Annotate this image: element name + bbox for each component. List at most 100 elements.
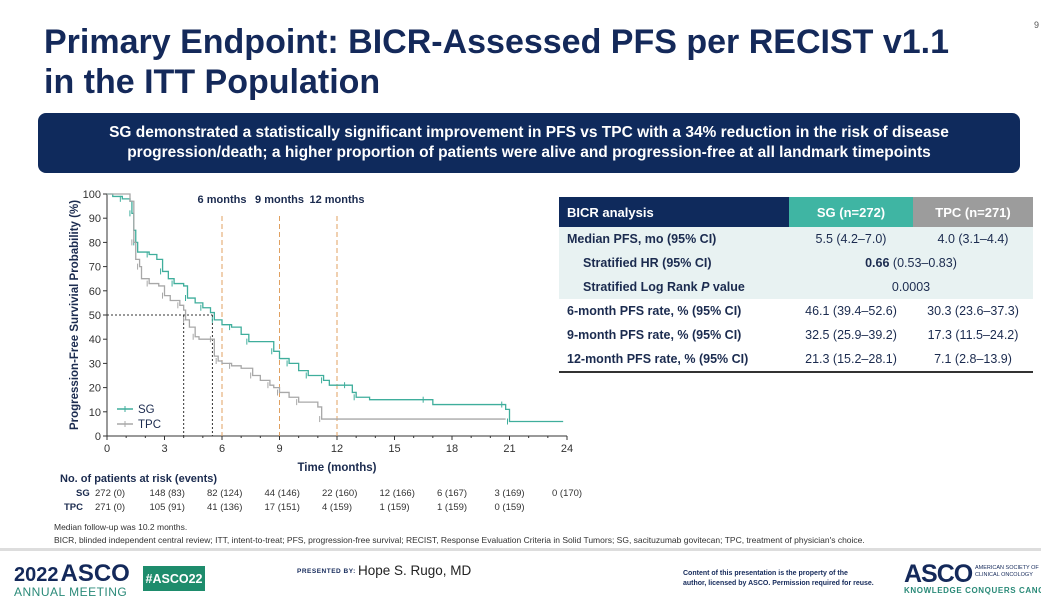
risk-value: 1 (159) (379, 502, 410, 513)
pval-label: Stratified Log Rank P value (559, 275, 789, 299)
header-bicr: BICR analysis (559, 197, 789, 227)
median-sg: 5.5 (4.2–7.0) (789, 227, 913, 251)
risk-value: 6 (167) (437, 488, 468, 499)
presented-by-label: PRESENTED BY: (297, 568, 356, 575)
rate-sg: 46.1 (39.4–52.6) (805, 304, 897, 318)
hr-ci: (0.53–0.83) (889, 256, 957, 270)
rate-label: 12-month PFS rate, % (95% CI) (559, 347, 789, 373)
title-line-2: in the ITT Population (44, 63, 381, 101)
risk-value: 148 (83) (149, 488, 185, 499)
header-tpc: TPC (n=271) (913, 197, 1033, 227)
y-tick-label: 50 (89, 310, 101, 322)
pval-label-italic: P (701, 280, 710, 294)
y-tick-label: 90 (89, 213, 101, 225)
footer-divider (0, 548, 1041, 551)
table-row: 9-month PFS rate, % (95% CI) 32.5 (25.9–… (559, 323, 1033, 347)
pval-value: 0.0003 (789, 275, 1033, 299)
y-tick-label: 60 (89, 286, 101, 298)
rate-sg: 32.5 (25.9–39.2) (805, 328, 897, 342)
table-row: 12-month PFS rate, % (95% CI) 21.3 (15.2… (559, 347, 1033, 373)
copyright-notice: Content of this presentation is the prop… (683, 569, 874, 589)
table-header-row: BICR analysis SG (n=272) TPC (n=271) (559, 197, 1033, 227)
pval-label-post: value (709, 280, 745, 294)
asco-society-line-1: AMERICAN SOCIETY OF (975, 565, 1039, 571)
rate-sg: 21.3 (15.2–28.1) (789, 347, 913, 373)
footnote-followup: Median follow-up was 10.2 months. (54, 522, 188, 532)
rate-tpc: 17.3 (11.5–24.2) (927, 328, 1019, 342)
meeting-brand: ASCO (60, 560, 130, 587)
risk-value: 12 (166) (379, 488, 415, 499)
asco-logo: ASCO AMERICAN SOCIETY OF CLINICAL ONCOLO… (904, 560, 1041, 595)
risk-value: 44 (146) (264, 488, 300, 499)
landmark-label: 12 months (309, 194, 364, 206)
risk-row-label: TPC (64, 502, 83, 513)
y-tick-label: 40 (89, 334, 101, 346)
y-tick-label: 0 (95, 431, 101, 443)
hr-bold: 0.66 (865, 256, 890, 270)
x-tick-label: 9 (276, 443, 282, 455)
km-curve-sg (107, 193, 564, 423)
risk-value: 0 (170) (552, 488, 583, 499)
risk-value: 41 (136) (207, 502, 243, 513)
km-curve-tpc (107, 193, 506, 420)
x-tick-label: 21 (503, 443, 515, 455)
table-row: 6-month PFS rate, % (95% CI) 46.1 (39.4–… (559, 299, 1033, 323)
x-tick-label: 0 (104, 443, 110, 455)
x-tick-label: 18 (446, 443, 458, 455)
rate-tpc: 30.3 (23.6–37.3) (927, 304, 1019, 318)
copyright-line-1: Content of this presentation is the prop… (683, 570, 848, 577)
y-tick-label: 10 (89, 407, 101, 419)
y-tick-label: 30 (89, 358, 101, 370)
risk-value: 272 (0) (95, 488, 126, 499)
pval-label-pre: Stratified Log Rank (583, 280, 702, 294)
banner-text: SG demonstrated a statistically signific… (109, 124, 949, 161)
landmark-label: 6 months (198, 194, 247, 206)
footnote-abbreviations: BICR, blinded independent central review… (54, 535, 865, 545)
hashtag-badge: #ASCO22 (143, 566, 205, 591)
landmark-label: 9 months (255, 194, 304, 206)
risk-value: 0 (159) (494, 502, 525, 513)
median-tpc: 4.0 (3.1–4.4) (913, 227, 1033, 251)
risk-table-title: No. of patients at risk (events) (60, 473, 218, 485)
hr-label: Stratified HR (95% CI) (559, 251, 789, 275)
risk-value: 3 (169) (494, 488, 525, 499)
slide-title: Primary Endpoint: BICR-Assessed PFS per … (44, 22, 949, 102)
page-number: 9 (1033, 20, 1039, 30)
risk-value: 271 (0) (95, 502, 126, 513)
asco-tagline: KNOWLEDGE CONQUERS CANCER (904, 586, 1041, 595)
copyright-line-2: author, licensed by ASCO. Permission req… (683, 580, 874, 587)
y-tick-label: 70 (89, 262, 101, 274)
risk-value: 22 (160) (322, 488, 358, 499)
x-tick-label: 6 (219, 443, 225, 455)
legend-label: TPC (138, 419, 161, 431)
table-row: Stratified Log Rank P value 0.0003 (559, 275, 1033, 299)
meeting-name: ANNUAL MEETING (14, 585, 128, 599)
x-tick-label: 15 (388, 443, 400, 455)
presenter-name: Hope S. Rugo, MD (358, 563, 472, 578)
table-row: Stratified HR (95% CI) 0.66 (0.53–0.83) (559, 251, 1033, 275)
risk-row-label: SG (76, 488, 90, 499)
rate-label: 9-month PFS rate, % (95% CI) (567, 328, 742, 342)
asco-society: AMERICAN SOCIETY OF CLINICAL ONCOLOGY (975, 565, 1039, 579)
header-sg: SG (n=272) (789, 197, 913, 227)
legend-label: SG (138, 404, 155, 416)
x-tick-label: 3 (161, 443, 167, 455)
risk-value: 17 (151) (264, 502, 300, 513)
risk-value: 4 (159) (322, 502, 353, 513)
x-tick-label: 12 (331, 443, 343, 455)
asco-society-line-2: CLINICAL ONCOLOGY (975, 572, 1033, 578)
key-finding-banner: SG demonstrated a statistically signific… (38, 113, 1020, 173)
asco-annual-meeting-logo: 2022ASCO ANNUAL MEETING (14, 560, 130, 599)
rate-label: 6-month PFS rate, % (95% CI) (567, 304, 742, 318)
x-axis-label: Time (months) (297, 462, 376, 474)
y-axis-label: Progression-Free Survivial Probability (… (69, 200, 81, 430)
rate-tpc: 7.1 (2.8–13.9) (913, 347, 1033, 373)
median-label: Median PFS, mo (95% CI) (559, 227, 789, 251)
x-tick-label: 24 (561, 443, 573, 455)
y-tick-label: 100 (83, 189, 101, 201)
meeting-year: 2022 (14, 564, 59, 586)
risk-value: 105 (91) (149, 502, 185, 513)
y-tick-label: 80 (89, 237, 101, 249)
